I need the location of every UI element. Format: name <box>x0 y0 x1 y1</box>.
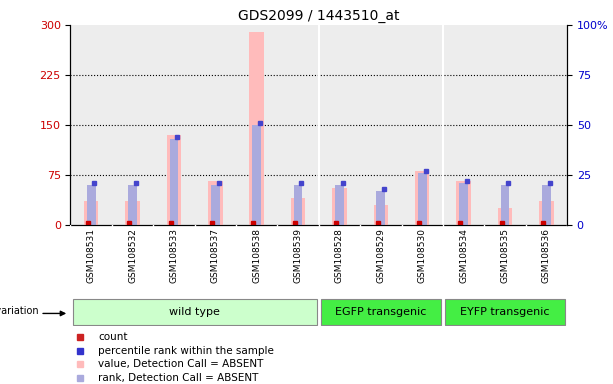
Text: rank, Detection Call = ABSENT: rank, Detection Call = ABSENT <box>98 373 259 383</box>
Bar <box>376 191 385 225</box>
Text: GSM108537: GSM108537 <box>211 228 220 283</box>
Title: GDS2099 / 1443510_at: GDS2099 / 1443510_at <box>238 8 400 23</box>
Bar <box>249 31 264 225</box>
Text: value, Detection Call = ABSENT: value, Detection Call = ABSENT <box>98 359 264 369</box>
Text: GSM108532: GSM108532 <box>128 228 137 283</box>
Bar <box>211 185 219 225</box>
Bar <box>294 185 302 225</box>
Text: EGFP transgenic: EGFP transgenic <box>335 307 427 317</box>
Bar <box>484 25 526 225</box>
Text: GSM108530: GSM108530 <box>417 228 427 283</box>
Bar <box>501 185 509 225</box>
Text: GSM108531: GSM108531 <box>86 228 96 283</box>
Bar <box>70 25 112 225</box>
Bar <box>291 198 305 225</box>
Bar <box>332 188 347 225</box>
Bar <box>236 25 277 225</box>
Text: GSM108534: GSM108534 <box>459 228 468 283</box>
Bar <box>539 201 554 225</box>
Text: count: count <box>98 332 128 342</box>
Bar <box>253 125 261 225</box>
Text: GSM108536: GSM108536 <box>542 228 551 283</box>
Bar <box>526 25 567 225</box>
Bar <box>321 299 441 325</box>
Bar <box>72 299 317 325</box>
Bar <box>445 299 565 325</box>
Text: wild type: wild type <box>169 307 220 317</box>
Text: GSM108529: GSM108529 <box>376 228 386 283</box>
Bar <box>443 25 484 225</box>
Text: GSM108535: GSM108535 <box>500 228 509 283</box>
Bar <box>459 183 468 225</box>
Bar <box>167 135 181 225</box>
Text: EYFP transgenic: EYFP transgenic <box>460 307 550 317</box>
Text: GSM108539: GSM108539 <box>294 228 303 283</box>
Bar <box>402 25 443 225</box>
Bar <box>456 181 471 225</box>
Bar <box>542 185 550 225</box>
Bar <box>277 25 319 225</box>
Bar <box>153 25 195 225</box>
Bar <box>418 173 427 225</box>
Bar <box>360 25 402 225</box>
Bar <box>87 185 96 225</box>
Text: genotype/variation: genotype/variation <box>0 306 39 316</box>
Bar <box>125 201 140 225</box>
Text: percentile rank within the sample: percentile rank within the sample <box>98 346 274 356</box>
Bar <box>112 25 153 225</box>
Bar <box>415 171 430 225</box>
Bar <box>335 185 344 225</box>
Bar <box>498 208 512 225</box>
Bar <box>84 201 99 225</box>
Bar <box>373 205 388 225</box>
Bar <box>319 25 360 225</box>
Bar <box>128 185 137 225</box>
Bar <box>208 181 223 225</box>
Bar <box>195 25 236 225</box>
Text: GSM108528: GSM108528 <box>335 228 344 283</box>
Text: GSM108533: GSM108533 <box>169 228 178 283</box>
Text: GSM108538: GSM108538 <box>252 228 261 283</box>
Bar <box>170 139 178 225</box>
